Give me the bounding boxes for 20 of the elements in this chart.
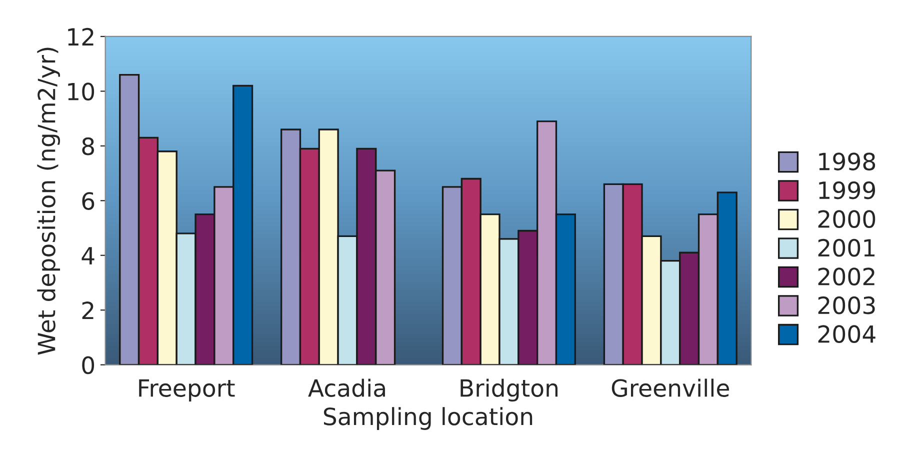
x-axis-title: Sampling location xyxy=(324,407,532,430)
y-tick-label: 4 xyxy=(82,247,94,264)
legend-label: 2002 xyxy=(818,268,874,286)
x-tick-label: Acadia xyxy=(308,378,385,397)
legend-label: 1998 xyxy=(819,152,876,170)
legend-label: 2001 xyxy=(818,238,875,257)
y-tick-label: 8 xyxy=(82,137,94,156)
legend-label: 2000 xyxy=(818,210,876,228)
y-tick-label: 0 xyxy=(82,356,94,374)
y-tick-label: 2 xyxy=(82,302,94,320)
y-axis-title: Wet deposition (ng/m2/yr) xyxy=(37,48,60,355)
x-tick-label: Bridgton xyxy=(460,378,558,402)
x-tick-label: Freeport xyxy=(139,379,235,402)
y-tick-label: 6 xyxy=(82,192,94,210)
legend-label: 1999 xyxy=(819,181,876,200)
x-tick-label: Greenville xyxy=(612,378,729,397)
y-tick-label: 12 xyxy=(68,28,94,46)
y-tick-label: 10 xyxy=(68,82,94,101)
legend-label: 2004 xyxy=(818,325,876,344)
legend-label: 2003 xyxy=(818,296,875,314)
